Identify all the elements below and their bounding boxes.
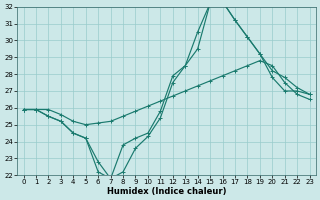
X-axis label: Humidex (Indice chaleur): Humidex (Indice chaleur) xyxy=(107,187,226,196)
